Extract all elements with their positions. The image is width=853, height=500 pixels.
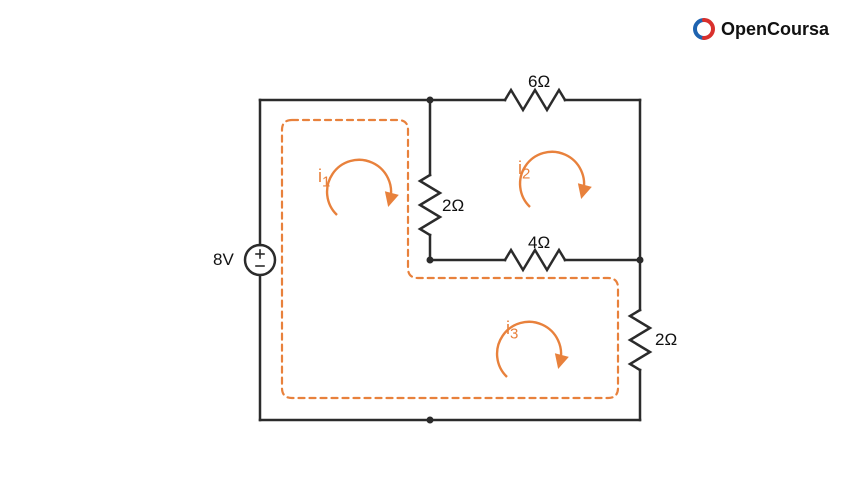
loop-label-i3: i3 xyxy=(506,318,518,343)
circuit-diagram xyxy=(0,0,853,500)
node-G xyxy=(427,417,434,424)
resistor-2ohm-a-label: 2Ω xyxy=(442,196,464,216)
resistor-4ohm-symbol xyxy=(505,250,565,270)
node-B xyxy=(427,97,434,104)
loop-label-i2: i2 xyxy=(518,158,530,183)
node-D xyxy=(637,257,644,264)
resistor-6ohm-label: 6Ω xyxy=(528,72,550,92)
source-label: 8V xyxy=(213,250,234,270)
resistor-2ohm-a-symbol xyxy=(420,175,440,235)
loop-label-i1: i1 xyxy=(318,166,330,191)
resistor-2ohm-b-label: 2Ω xyxy=(655,330,677,350)
resistor-4ohm-label: 4Ω xyxy=(528,233,550,253)
loop-arrow-i1 xyxy=(327,160,391,215)
resistor-6ohm-symbol xyxy=(505,90,565,110)
node-E xyxy=(427,257,434,264)
resistor-2ohm-b-symbol xyxy=(630,310,650,370)
